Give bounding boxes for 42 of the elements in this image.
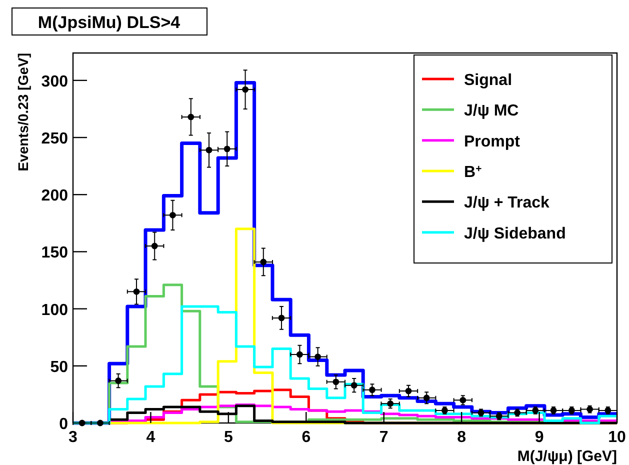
y-tick-label: 200 — [41, 188, 68, 205]
point — [332, 378, 340, 386]
y-tick-label: 250 — [41, 130, 68, 148]
x-axis-title: M(J/ψμ) [GeV] — [517, 448, 617, 465]
legend-label: Prompt — [464, 133, 521, 150]
legend-label: J/ψ + Track — [464, 194, 550, 212]
y-tick-label: 50 — [50, 358, 68, 376]
x-tick-label: 10 — [608, 429, 626, 446]
x-tick-label: 8 — [457, 429, 466, 446]
y-tick-label: 0 — [59, 416, 68, 433]
legend-label: Signal — [464, 72, 512, 89]
legend-label: J/ψ Sideband — [464, 225, 566, 242]
point — [260, 258, 267, 266]
point — [242, 86, 248, 93]
point — [405, 388, 412, 394]
point — [278, 314, 285, 322]
point — [170, 212, 176, 218]
y-tick-label: 300 — [41, 73, 68, 90]
x-tick-label: 3 — [68, 429, 78, 446]
x-tick-label: 6 — [302, 429, 311, 446]
x-tick-label: 4 — [146, 429, 156, 446]
point — [188, 114, 194, 120]
x-tick-label: 5 — [224, 429, 233, 446]
legend-label: B$^{+}$ — [464, 164, 482, 181]
point — [369, 386, 376, 394]
point — [206, 146, 212, 154]
point — [350, 382, 358, 389]
x-tick-label: 9 — [534, 429, 544, 446]
point — [296, 351, 303, 358]
point — [97, 420, 104, 426]
chart-title: M(JpsiMu) DLS>4 — [38, 13, 181, 32]
y-axis-title: Events/0.23 [GeV] — [15, 53, 31, 172]
y-tick-label: 150 — [41, 244, 68, 262]
point — [224, 146, 230, 152]
y-tick-label: 100 — [41, 302, 68, 319]
point — [151, 242, 158, 250]
point — [115, 378, 122, 384]
point — [133, 288, 140, 295]
x-tick-label: 7 — [379, 429, 388, 446]
point — [314, 354, 321, 360]
legend-label: J/ψ MC — [464, 102, 520, 120]
point — [423, 394, 430, 402]
